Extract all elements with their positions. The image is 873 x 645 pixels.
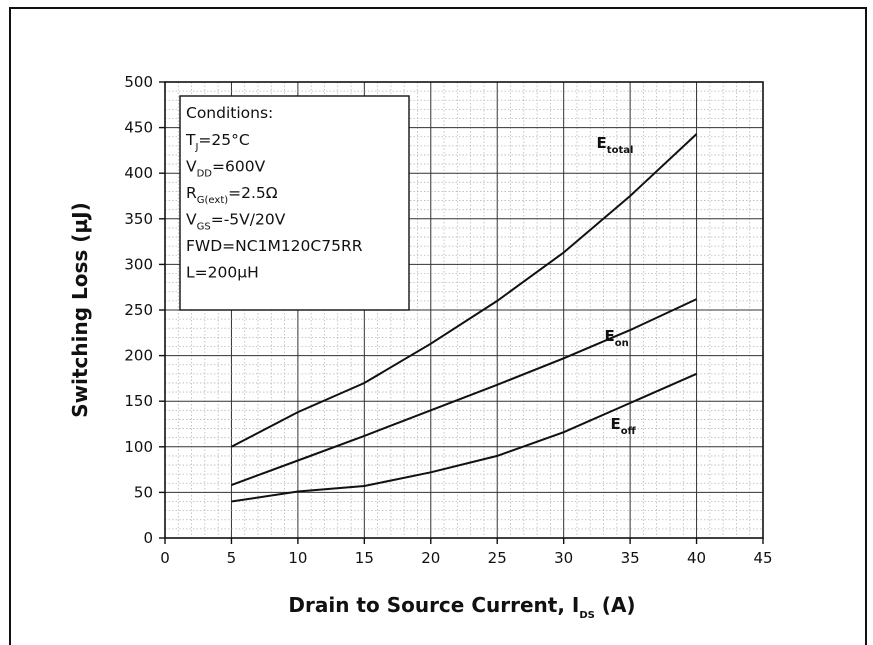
conditions-line: VDD=600V [186,158,266,180]
conditions-line: TJ=25°C [185,131,250,153]
conditions-line: VGS=-5V/20V [186,211,286,233]
y-tick-label: 50 [134,483,153,501]
conditions-heading: Conditions: [186,104,273,122]
y-tick-label: 250 [124,301,153,319]
x-tick-label: 0 [160,549,170,567]
x-tick-label: 20 [421,549,440,567]
y-tick-label: 450 [124,119,153,137]
x-tick-label: 5 [227,549,237,567]
outer-border [9,7,867,645]
y-axis-title: Switching Loss (µJ) [68,202,92,417]
y-tick-label: 200 [124,347,153,365]
conditions-box: Conditions: TJ=25°C VDD=600V RG(ext)=2.5Ω VG… [179,95,410,311]
series-line-e-off [231,372,698,503]
conditions-line: FWD=NC1M120C75RR [186,237,363,255]
conditions-line: L=200µH [186,264,259,282]
x-tick-label: 35 [621,549,640,567]
series-label-e-total: Etotal [597,134,634,156]
series-label-e-on: Eon [605,327,629,349]
conditions-line: RG(ext)=2.5Ω [186,184,278,206]
y-tick-labels: 0 50 100 150 200 250 300 350 400 450 500 [124,73,153,547]
x-tick-label: 30 [554,549,573,567]
x-tick-label: 25 [488,549,507,567]
y-tick-label: 150 [124,392,153,410]
x-tick-label: 10 [288,549,307,567]
x-axis-title: Drain to Source Current, IDS (A) [288,593,635,621]
x-axis-title-unit: (A) [595,593,636,617]
x-tick-label: 15 [355,549,374,567]
curve-labels: Etotal Eon Eoff [597,134,637,437]
series-label-e-off: Eoff [611,415,637,437]
y-tick-label: 0 [143,529,153,547]
x-tick-label: 40 [687,549,706,567]
x-axis-title-main: Drain to Source Current, I [288,593,579,617]
x-tick-label: 45 [753,549,772,567]
x-tick-labels: 0 5 10 15 20 25 30 35 40 45 [160,549,772,567]
ticks [159,81,764,544]
y-tick-label: 400 [124,164,153,182]
series-line-e-total [230,133,698,448]
curves [230,133,698,503]
x-axis-title-sub: DS [579,610,595,621]
y-tick-label: 300 [124,255,153,273]
series-line-e-on [231,298,698,487]
y-tick-label: 500 [124,73,153,91]
y-tick-label: 100 [124,438,153,456]
y-tick-label: 350 [124,210,153,228]
